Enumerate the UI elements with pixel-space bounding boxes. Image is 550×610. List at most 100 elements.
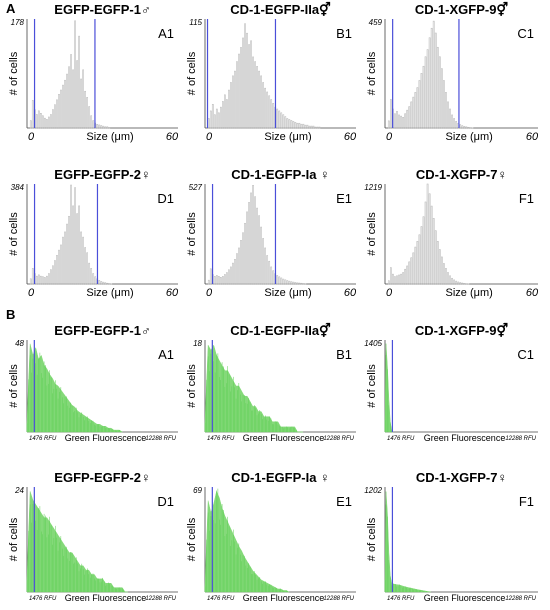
x-tick-label: 1476 RFU (29, 596, 57, 602)
histogram-bar (408, 261, 411, 285)
histogram-bar (308, 125, 311, 129)
histogram-bar (37, 110, 40, 129)
histogram-bar (434, 230, 437, 285)
histogram-bar (84, 247, 86, 285)
panel-a-c1: CD-1-XGFP-9⚥ C1 459 # of cells 0 60 Size (μm) (366, 1, 539, 143)
histogram-bar (58, 94, 60, 129)
histogram-bar (440, 256, 443, 285)
x-tick-label: 60 (344, 287, 357, 299)
histogram-bar (290, 120, 293, 129)
histogram-bar (410, 101, 413, 129)
histogram-bar (236, 61, 238, 129)
histogram-bar (387, 120, 390, 129)
histogram-bar (209, 268, 212, 285)
histogram-bar (228, 269, 230, 285)
histogram-bar (215, 108, 218, 129)
y-axis-label: # of cells (8, 364, 20, 408)
histogram-bar (240, 47, 242, 129)
histogram-bar (213, 276, 216, 285)
histogram-bar (288, 119, 291, 129)
x-tick-label: 12288 RFU (505, 436, 536, 442)
histogram-bar (453, 279, 455, 285)
histogram-bar (60, 244, 62, 285)
histogram-bar (248, 44, 250, 129)
histogram-bar (226, 99, 228, 129)
histogram-bar (244, 222, 246, 285)
histogram-bar (278, 276, 281, 285)
histogram-bar (220, 277, 222, 285)
histogram-bar (256, 66, 258, 129)
histogram-bar (414, 92, 417, 129)
histogram-bar (298, 122, 301, 129)
histogram-bar (68, 215, 70, 285)
histogram-bar (396, 111, 398, 129)
histogram-bar (29, 120, 32, 129)
histogram-bar (46, 119, 48, 129)
histogram-bar (44, 277, 46, 285)
histogram-bar (217, 276, 220, 285)
panel-id: A1 (158, 347, 174, 362)
histogram-bar (424, 56, 427, 129)
histogram-bar (82, 69, 84, 129)
histogram-bar (234, 70, 236, 129)
histogram-bar (50, 269, 52, 285)
histogram-bar (457, 281, 460, 285)
histogram-bar (39, 113, 42, 129)
histogram-bar (292, 121, 295, 129)
histogram-bar (222, 101, 224, 129)
histogram-bar (428, 193, 431, 285)
histogram-bar (35, 114, 38, 129)
histogram-bar (461, 282, 464, 285)
histogram-bar (250, 40, 252, 129)
y-axis-label: # of cells (366, 212, 378, 256)
histogram-bar (106, 282, 109, 285)
histogram-bar (300, 123, 303, 129)
histogram-bar (286, 118, 289, 129)
histogram-bar (428, 37, 431, 129)
histogram-bar (443, 80, 445, 129)
histogram-bar (213, 114, 216, 129)
panel-id: E1 (336, 191, 352, 206)
histogram-bar (50, 114, 52, 129)
histogram-bar (46, 275, 48, 285)
x-axis-label: Size (μm) (86, 287, 133, 299)
histogram-bar (270, 266, 273, 285)
y-max-label: 48 (15, 339, 24, 348)
x-tick-label: 12288 RFU (323, 436, 354, 442)
histogram-bar (264, 87, 266, 129)
panel-id: B1 (336, 26, 352, 41)
histogram-bar (300, 282, 303, 285)
histogram-bar (276, 108, 279, 129)
histogram-bar (314, 126, 317, 129)
histogram-bar (48, 116, 50, 129)
histogram-bar (278, 110, 281, 129)
histogram-bar (290, 281, 293, 285)
histogram-bar (56, 99, 58, 129)
panel-a-f1: CD-1-XGFP-7♀ F1 1219 # of cells 0 60 Size (μm) (364, 167, 539, 299)
panel-title: CD-1-EGFP-Ia ♀ (231, 167, 330, 182)
histogram-bar (74, 20, 76, 129)
histogram-bar (426, 183, 429, 285)
histogram-bar (280, 277, 283, 285)
histogram-bar (211, 104, 214, 129)
y-max-label: 527 (189, 183, 203, 192)
histogram-bar (416, 241, 419, 285)
histogram-bar (35, 275, 38, 285)
histogram-bar (228, 89, 230, 129)
panel-b-d1: EGFP-EGFP-2♀ D1 24 # of cells 1476 RFU 12288 … (8, 470, 178, 603)
histogram-bar (400, 273, 402, 285)
histogram-bar (264, 247, 266, 285)
panel-id: F1 (519, 191, 534, 206)
histogram-bar (108, 127, 111, 129)
panel-id: E1 (336, 494, 352, 509)
histogram-bar (436, 241, 439, 285)
x-axis-label: Green Fluorescence (243, 593, 325, 603)
histogram-bar (432, 218, 435, 285)
histogram-bar (80, 78, 82, 129)
x-tick-label: 1476 RFU (207, 436, 235, 442)
histogram-bar (76, 60, 78, 129)
histogram-bar (52, 109, 54, 129)
histogram-bar (298, 282, 301, 285)
histogram-bar (465, 126, 468, 129)
